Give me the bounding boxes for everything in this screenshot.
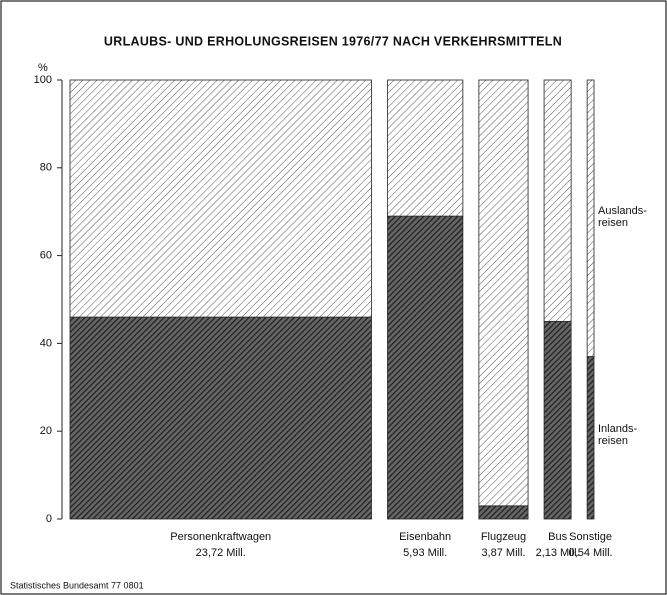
source: Statistisches Bundesamt 77 0801 [10,580,144,590]
bar-segment [387,79,464,217]
total-label: 2,13 Mill. [536,547,580,559]
total-label: 23,72 Mill. [196,547,246,559]
x-tick-label: Flugzeug [481,531,526,543]
y-tick-label: 80 [40,162,52,174]
y-tick-label: 20 [40,425,52,437]
total-label: 3,87 Mill. [481,547,525,559]
bar-segment [586,79,595,357]
y-tick-label: 40 [40,337,52,349]
total-label: 5,93 Mill. [403,547,447,559]
bar-segment [69,316,372,520]
bar-segment [69,79,372,318]
bar-segment [543,321,572,520]
total-label: 0,54 Mill. [569,547,613,559]
bar-segment [586,356,595,520]
x-tick-label: Sonstige [569,531,612,543]
bar-segment [478,79,529,507]
bar-segment [478,505,529,520]
bar-segment [543,79,572,322]
x-tick-label: Personenkraftwagen [170,531,271,543]
y-tick-label: 60 [40,250,52,262]
legend-entry: Auslands- reisen [598,205,647,229]
x-tick-label: Eisenbahn [399,531,451,543]
y-tick-label: 0 [46,513,52,525]
legend-entry: Inlands- reisen [598,423,638,447]
bar-segment [387,215,464,520]
y-unit: % [38,62,48,74]
x-tick-label: Bus [548,531,567,543]
chart-title: URLAUBS- UND ERHOLUNGSREISEN 1976/77 NAC… [104,34,562,48]
y-tick-label: 100 [34,74,52,86]
